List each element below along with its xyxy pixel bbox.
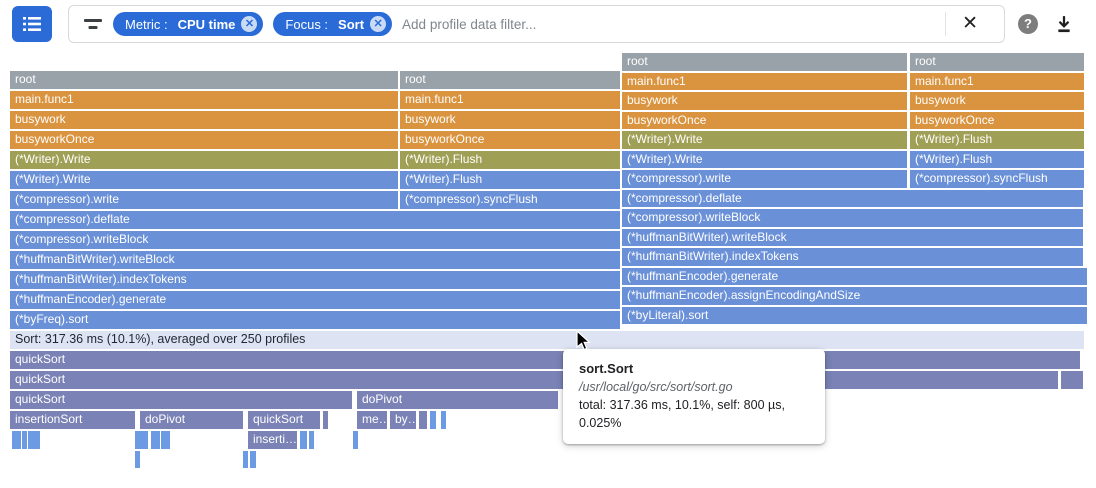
flame-frame[interactable] [12,431,21,449]
flame-frame[interactable]: (*Writer).Write [622,131,907,149]
flame-frame[interactable] [430,411,436,429]
chip-focus-label: Focus : [285,16,329,32]
flame-frame[interactable]: inserti… [248,431,297,449]
flame-frame[interactable]: (*Writer).Write [10,171,398,189]
flame-frame[interactable]: quickSort [10,351,1080,369]
flame-frame[interactable]: quickSort [248,411,320,429]
chip-focus-close-icon[interactable]: ✕ [370,16,387,32]
flame-frame[interactable] [250,451,256,468]
flame-frame[interactable]: root [910,53,1084,71]
tooltip: sort.Sort /usr/local/go/src/sort/sort.go… [563,349,825,444]
flame-frame[interactable] [353,431,358,449]
flame-frame[interactable]: main.func1 [910,72,1084,90]
filter-list-icon [83,17,103,31]
flame-frame[interactable]: busyworkOnce [622,111,907,129]
toolbar: Metric : CPU time ✕ Focus : Sort ✕ Add p… [0,0,1096,48]
chip-metric-label: Metric : [125,16,168,32]
download-icon [1058,16,1070,33]
flame-frame[interactable]: busywork [622,92,907,110]
flame-frame[interactable]: (*compressor).syncFlush [910,170,1084,188]
filterbar-divider [945,12,947,36]
tooltip-metrics: total: 317.36 ms, 10.1%, self: 800 µs, 0… [579,398,785,430]
flame-frame[interactable] [1061,371,1083,389]
filter-bar: Metric : CPU time ✕ Focus : Sort ✕ Add p… [68,5,1005,43]
flame-frame[interactable]: insertionSort [10,411,135,429]
flame-frame[interactable]: (*compressor).write [10,191,398,209]
tooltip-function-name: sort.Sort [579,361,634,376]
menu-button[interactable] [12,6,52,42]
flame-frame[interactable]: me… [357,411,387,429]
flame-frame[interactable]: (*byLiteral).sort [622,306,1087,324]
flame-frame[interactable]: root [622,53,907,71]
flame-frame[interactable]: (*Writer).Flush [910,150,1084,168]
flame-frame[interactable]: (*Writer).Flush [400,151,620,169]
flame-frame[interactable] [135,451,140,468]
flame-frame[interactable] [323,411,328,429]
flame-frame[interactable] [300,431,307,449]
flame-frame[interactable]: doPivot [140,411,243,429]
chip-metric-close-icon[interactable]: ✕ [241,16,258,32]
flame-frame[interactable] [419,411,427,429]
flame-frame[interactable]: (*huffmanBitWriter).writeBlock [622,228,1083,246]
flame-frame[interactable]: busyworkOnce [10,131,398,149]
flame-frame[interactable]: main.func1 [622,72,907,90]
flame-frame[interactable]: (*compressor).write [622,170,907,188]
flame-frame[interactable]: quickSort [10,391,352,409]
clear-filter-button[interactable]: ✕ [962,13,978,34]
flame-frame[interactable]: (*huffmanEncoder).assignEncodingAndSize [622,287,1087,305]
flame-frame[interactable]: doPivot [357,391,558,409]
help-button[interactable]: ? [1018,14,1038,34]
flame-frame[interactable]: main.func1 [10,91,398,109]
flame-frame[interactable]: by… [390,411,416,429]
flame-frame[interactable]: (*huffmanEncoder).generate [622,267,1087,285]
chip-metric[interactable]: Metric : CPU time ✕ [113,12,264,36]
chip-focus-value: Sort [338,16,365,32]
flame-frame[interactable]: root [400,71,620,89]
flame-frame[interactable]: quickSort [10,371,1058,389]
flame-frame[interactable] [135,431,148,449]
flame-frame[interactable]: (*huffmanEncoder).generate [10,291,620,309]
flame-frame[interactable]: busywork [400,111,620,129]
download-button[interactable] [1055,15,1073,38]
flame-frame[interactable] [161,431,166,449]
flame-frame[interactable]: busyworkOnce [910,111,1084,129]
flame-frame[interactable]: busywork [910,92,1084,110]
flame-frame[interactable] [28,431,33,449]
flame-frame[interactable] [151,431,160,449]
flame-frame[interactable]: (*compressor).deflate [10,211,620,229]
flame-frame[interactable]: (*compressor).writeBlock [622,209,1083,227]
cursor-icon [576,330,592,351]
flame-frame[interactable]: (*Writer).Write [10,151,398,169]
flame-frame[interactable]: (*compressor).syncFlush [400,191,620,209]
flame-frame[interactable]: (*compressor).deflate [622,189,1083,207]
flame-frame[interactable]: (*Writer).Flush [400,171,620,189]
chip-focus[interactable]: Focus : Sort ✕ [273,12,393,36]
flame-frame[interactable] [165,431,170,449]
flame-frame[interactable]: (*huffmanBitWriter).indexTokens [622,248,1083,266]
flame-frame[interactable]: (*huffmanBitWriter).indexTokens [10,271,620,289]
flame-summary-row[interactable]: Sort: 317.36 ms (10.1%), averaged over 2… [10,331,1084,349]
flame-frame[interactable]: (*Writer).Write [622,150,907,168]
flame-frame[interactable]: busyworkOnce [400,131,620,149]
flame-frame[interactable]: (*huffmanBitWriter).writeBlock [10,251,620,269]
flame-frame[interactable] [441,411,446,429]
chip-metric-value: CPU time [177,16,236,32]
flame-frame[interactable] [33,431,40,449]
flame-frame[interactable] [309,431,314,449]
flame-frame[interactable] [243,451,248,468]
tooltip-source-path: /usr/local/go/src/sort/sort.go [579,380,733,394]
flame-frame[interactable]: main.func1 [400,91,620,109]
flame-frame[interactable]: (*compressor).writeBlock [10,231,620,249]
flame-frame[interactable]: root [10,71,398,89]
view-list-icon [23,17,41,31]
flame-frame[interactable]: (*byFreq).sort [10,311,620,329]
flame-frame[interactable] [22,431,27,449]
flame-frame[interactable]: (*Writer).Flush [910,131,1084,149]
flame-frame[interactable]: busywork [10,111,398,129]
filter-input[interactable]: Add profile data filter... [402,16,537,32]
